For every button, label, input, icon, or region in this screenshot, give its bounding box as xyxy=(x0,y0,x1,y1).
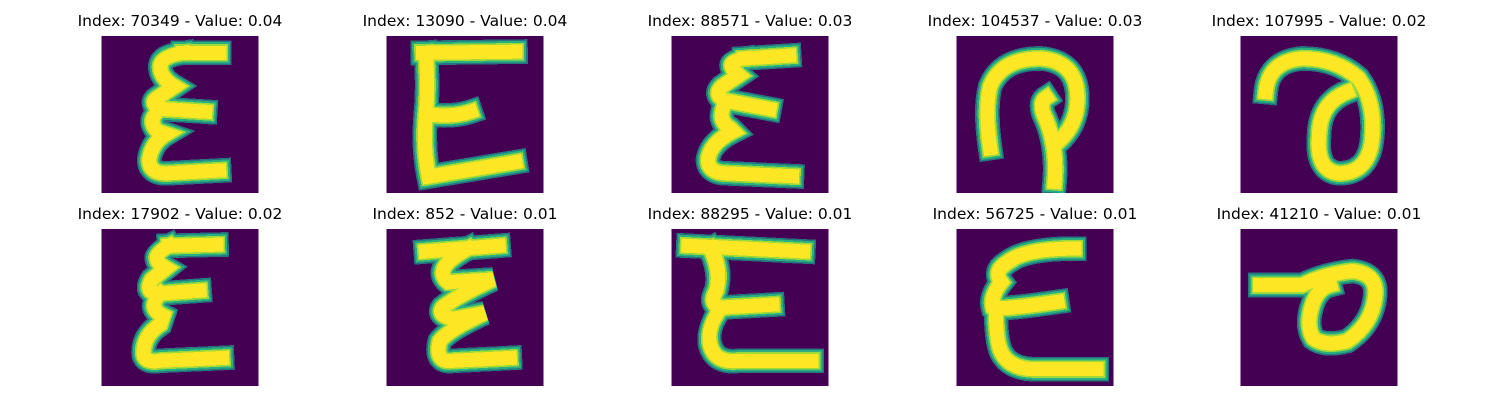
digit-image xyxy=(386,229,544,386)
digit-image xyxy=(101,36,259,193)
digit-stroke xyxy=(418,238,518,369)
digit-image xyxy=(386,36,544,193)
digit-stroke xyxy=(700,48,800,184)
panel-title: Index: 41210 - Value: 0.01 xyxy=(1216,205,1422,223)
digit-stroke xyxy=(1258,51,1380,181)
panel-title: Index: 88295 - Value: 0.01 xyxy=(647,205,853,223)
panel-title: Index: 852 - Value: 0.01 xyxy=(372,205,558,223)
digit-stroke xyxy=(985,241,1104,377)
digit-image xyxy=(671,229,829,386)
digit-stroke xyxy=(1253,264,1383,351)
panel-title: Index: 107995 - Value: 0.02 xyxy=(1211,12,1427,30)
panel-title: Index: 13090 - Value: 0.04 xyxy=(362,12,568,30)
digit-stroke xyxy=(142,44,227,181)
panel-title: Index: 17902 - Value: 0.02 xyxy=(77,205,283,223)
panel-title: Index: 70349 - Value: 0.04 xyxy=(77,12,283,30)
digit-image xyxy=(671,36,829,193)
panel-title: Index: 56725 - Value: 0.01 xyxy=(932,205,1138,223)
digit-stroke xyxy=(980,51,1085,190)
digit-image xyxy=(956,36,1114,193)
digit-stroke xyxy=(680,238,819,369)
digit-stroke xyxy=(415,44,524,185)
panel-title: Index: 88571 - Value: 0.03 xyxy=(647,12,853,30)
digit-image xyxy=(1240,229,1398,386)
digit-stroke xyxy=(136,236,230,369)
panel-title: Index: 104537 - Value: 0.03 xyxy=(927,12,1143,30)
digit-image xyxy=(956,229,1114,386)
digit-image xyxy=(101,229,259,386)
digit-image xyxy=(1240,36,1398,193)
